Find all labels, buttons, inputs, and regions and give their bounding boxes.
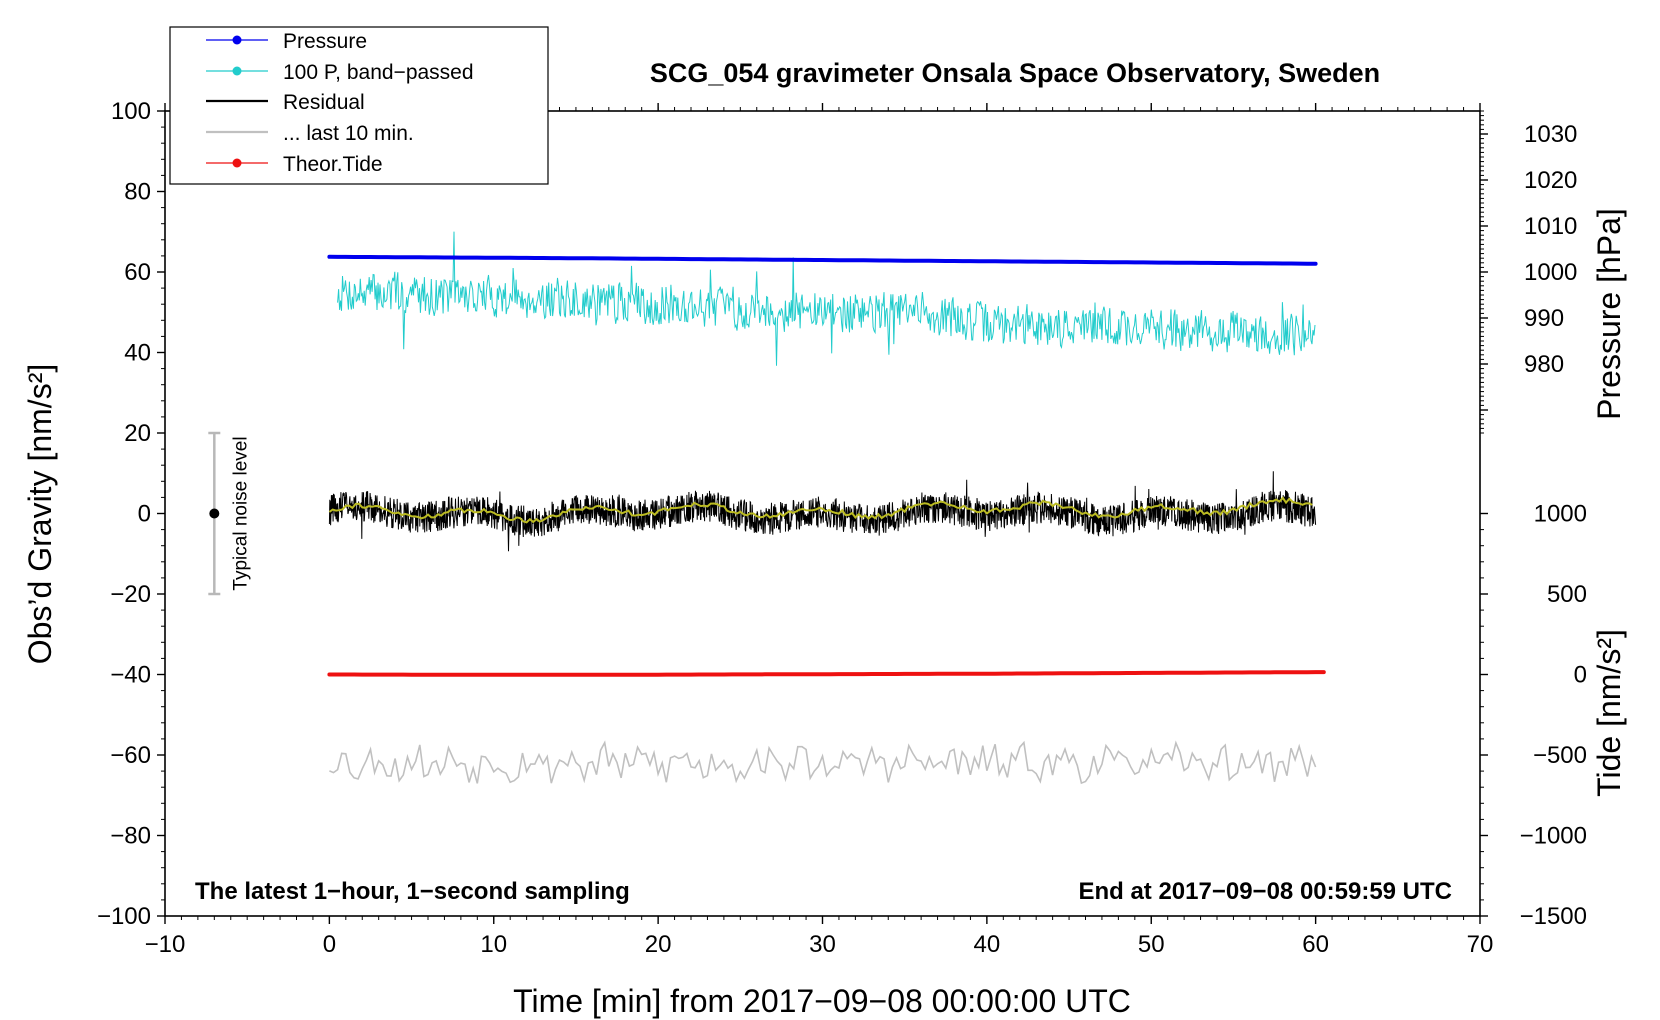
- x-tick-label: 60: [1302, 931, 1329, 958]
- x-tick-label: 0: [323, 931, 336, 958]
- legend-entry-pressure: Pressure: [206, 30, 367, 53]
- legend-label-residual: Residual: [283, 91, 365, 114]
- bottom-left-note: The latest 1−hour, 1−second sampling: [195, 878, 630, 905]
- y-tick-label: 40: [124, 340, 151, 367]
- legend-label-bandpassed: 100 P, band−passed: [283, 61, 474, 84]
- legend-box: [169, 26, 549, 185]
- y-tick-label: 100: [111, 98, 151, 125]
- y-tick-label: −20: [110, 581, 151, 608]
- tide-tick-label: −500: [1533, 742, 1587, 769]
- y-tick-label: 20: [124, 420, 151, 447]
- tide-tick-label: 1000: [1534, 501, 1587, 528]
- legend-marker-bandpassed: [232, 66, 242, 76]
- series-line-residual: [328, 471, 1317, 552]
- y-tick-label: −40: [110, 662, 151, 689]
- legend: Pressure 100 P, band−passed Residual ...…: [169, 26, 549, 185]
- pressure-tick-label: 1000: [1524, 259, 1577, 286]
- legend-entry-tide: Theor.Tide: [206, 153, 383, 176]
- x-tick-label: 10: [480, 931, 507, 958]
- y-axis-title: Obs’d Gravity [nm/s²]: [22, 364, 58, 665]
- y-tick-label: 0: [138, 501, 151, 528]
- pressure-tick-label: 980: [1524, 351, 1564, 378]
- chart-title: SCG_054 gravimeter Onsala Space Observat…: [650, 58, 1380, 88]
- chart-series-layer: [327, 231, 1326, 785]
- x-tick-label: 70: [1467, 931, 1494, 958]
- chart-axes-layer: −10 0 10 20 30 40 50 60 70−100−80−60−40−20020406…: [97, 98, 1587, 958]
- y-tick-label: 60: [124, 259, 151, 286]
- legend-label-tide: Theor.Tide: [283, 153, 383, 176]
- tide-tick-label: 500: [1547, 581, 1587, 608]
- pressure-tick-label: 1020: [1524, 167, 1577, 194]
- x-tick-label: 30: [809, 931, 836, 958]
- legend-entry-bandpassed: 100 P, band−passed: [206, 61, 474, 84]
- x-tick-label: 50: [1138, 931, 1165, 958]
- y-tick-label: −60: [110, 742, 151, 769]
- y-tick-label: −100: [97, 903, 151, 930]
- y-tick-label: 80: [124, 179, 151, 206]
- pressure-tick-label: 990: [1524, 305, 1564, 332]
- bottom-right-note: End at 2017−09−08 00:59:59 UTC: [1078, 878, 1452, 905]
- pressure-axis-title: Pressure [hPa]: [1591, 208, 1627, 420]
- legend-label-last10: ... last 10 min.: [283, 122, 414, 145]
- legend-entry-last10: ... last 10 min.: [206, 122, 414, 145]
- x-tick-label: −10: [145, 931, 186, 958]
- x-axis-title: Time [min] from 2017−09−08 00:00:00 UTC: [513, 983, 1131, 1019]
- series-line-tide: [327, 670, 1326, 677]
- legend-marker-pressure: [232, 35, 242, 45]
- pressure-tick-label: 1010: [1524, 213, 1577, 240]
- noise-level-indicator: Typical noise level: [208, 431, 251, 596]
- series-line-bandpassed: [337, 231, 1316, 366]
- legend-label-pressure: Pressure: [283, 30, 367, 53]
- tide-axis-title: Tide [nm/s²]: [1591, 629, 1627, 797]
- series-line-smoothed: [328, 496, 1313, 524]
- tide-tick-label: −1000: [1520, 823, 1587, 850]
- series-line-pressure: [327, 254, 1318, 266]
- tide-tick-label: −1500: [1520, 903, 1587, 930]
- pressure-tick-label: 1030: [1524, 121, 1577, 148]
- noise-bar-center-dot: [209, 508, 220, 519]
- legend-entry-residual: Residual: [206, 91, 365, 114]
- legend-marker-tide: [232, 158, 242, 168]
- x-tick-label: 20: [645, 931, 672, 958]
- tide-tick-label: 0: [1574, 662, 1587, 689]
- noise-bar-label: Typical noise level: [230, 436, 251, 590]
- y-tick-label: −80: [110, 823, 151, 850]
- x-tick-label: 40: [974, 931, 1001, 958]
- series-line-last10: [329, 740, 1317, 785]
